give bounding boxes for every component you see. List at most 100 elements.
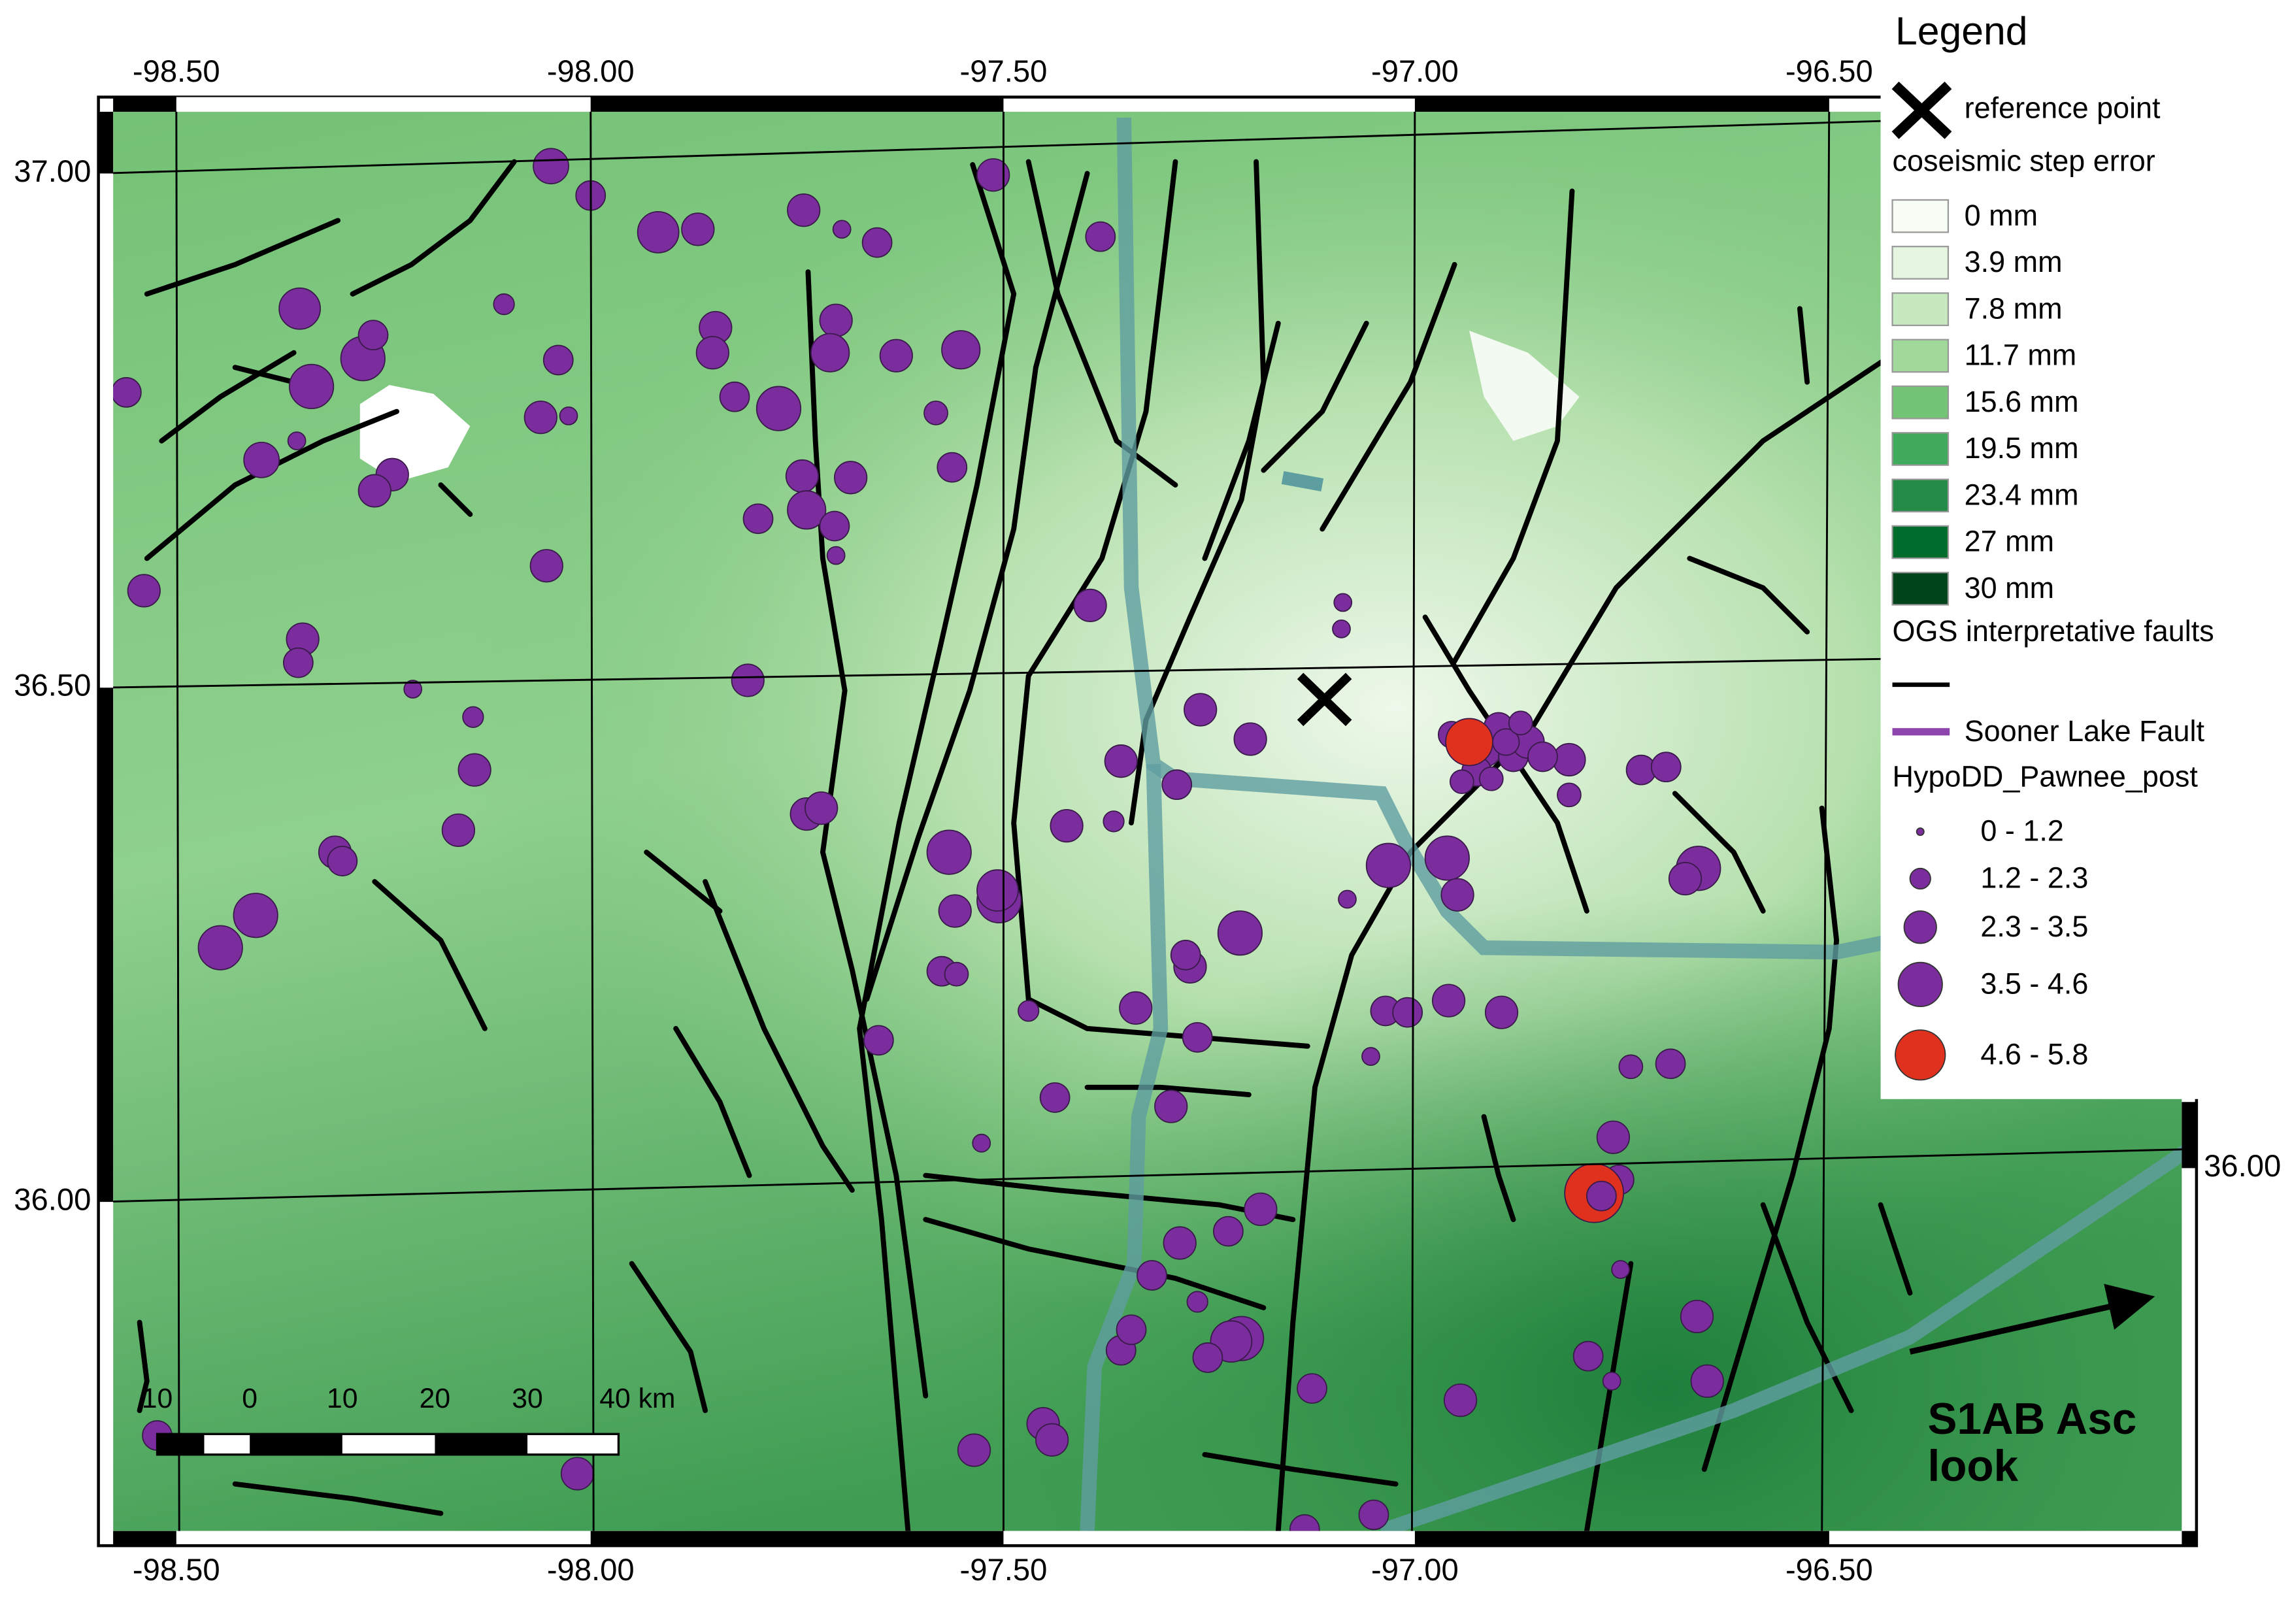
fault [1320,261,1457,532]
high-error-zone [113,112,2182,1531]
fault [1025,159,1178,488]
earthquake [1358,1499,1389,1531]
earthquake [1119,991,1153,1025]
earthquake [1527,741,1558,772]
earthquake [957,1433,991,1467]
legend-swatch [1891,292,1950,327]
lake [1469,331,1580,441]
earthquake [787,490,827,530]
grid-line [590,112,595,1531]
earthquake [1338,889,1357,909]
earthquake [1586,1180,1617,1212]
legend-label: reference point [1965,91,2161,125]
fault [1011,159,1310,1049]
frame-segment [1414,97,1829,112]
legend-label: 30 mm [1965,571,2054,605]
earthquake [1137,1260,1167,1291]
earthquake [542,344,574,376]
earthquake [937,452,968,483]
earthquakes [113,148,1724,1531]
fault [1202,320,1281,561]
earthquake [1116,1314,1147,1346]
legend-label: 7.8 mm [1965,291,2063,325]
earthquake [288,363,335,410]
legend-label: 19.5 mm [1965,431,2079,465]
legend-label: 0 mm [1965,199,2038,232]
earthquake [1233,722,1267,756]
earthquake [742,503,774,535]
earthquake [529,549,563,583]
earthquake [1297,1373,1327,1404]
legend-swatch [1891,432,1950,466]
fault [923,1217,1267,1310]
legend-heading: HypoDD_Pawnee_post [1893,760,2199,793]
legend-swatch [1891,339,1950,373]
earthquake [1440,878,1474,912]
earthquake [1104,744,1138,778]
earthquake [719,381,750,412]
legend-label: 2.3 - 3.5 [1980,910,2088,943]
fault [857,162,1017,1531]
earthquake [1289,1514,1320,1531]
earthquake [941,330,981,370]
river [1080,763,1169,1531]
earthquake [1552,742,1586,777]
frame-segment [98,112,114,174]
legend-heading: OGS interpretative faults [1893,614,2214,648]
earthquake [923,401,948,425]
fault [864,171,1090,1002]
raster: S1AB Asc look [113,112,2182,1531]
legend-label: 3.9 mm [1965,245,2063,278]
top-tick-label: -98.50 [133,54,220,89]
right-tick-label: 36.00 [2204,1149,2281,1184]
earthquake [1103,810,1125,833]
earthquake [233,893,278,938]
frame-segment [113,1531,176,1546]
grid-line [1821,112,1831,1531]
frame-segment [1414,1531,1829,1546]
legend-symbol [1895,1029,1946,1081]
earthquake [926,829,972,875]
earthquake [457,753,491,787]
earthquake [695,336,729,370]
legend-symbol [1909,867,1931,890]
legend-label: 27 mm [1965,525,2054,558]
earthquake [462,706,484,728]
earthquake [243,441,280,478]
earthquake [113,377,142,408]
faults [137,159,1913,1531]
earthquake [533,148,569,185]
earthquake [1073,588,1107,623]
legend-title: Legend [1895,8,2028,53]
top-tick-label: -96.50 [1785,54,1873,89]
earthquake [282,647,314,678]
frame-segment [2182,1531,2197,1546]
bottom-tick-label: -97.50 [960,1553,1048,1587]
legend-label: 3.5 - 4.6 [1980,967,2088,1001]
earthquake [1163,1226,1197,1260]
fault [1261,320,1369,473]
earthquake [1192,1342,1223,1373]
left-tick-label: 36.00 [14,1183,91,1218]
earthquake [1478,766,1504,791]
earthquake [1611,1260,1631,1279]
earthquake [1680,1299,1714,1334]
grid-line [1410,112,1416,1531]
fault [232,365,297,385]
earthquake [1557,782,1582,808]
earthquake [1018,1000,1040,1022]
fault [159,350,297,444]
earthquake [559,406,578,425]
bottom-tick-label: -98.50 [133,1553,220,1587]
fault [438,482,473,517]
fault [629,1261,708,1414]
earthquake [1618,1054,1644,1080]
earthquake [287,431,307,450]
earthquake [523,401,557,435]
earthquake [1690,1364,1724,1399]
fault [805,269,929,1399]
scale-bar [156,1433,620,1456]
legend-swatch [1891,478,1950,513]
earthquake [861,227,893,258]
legend-swatch [1891,246,1950,280]
